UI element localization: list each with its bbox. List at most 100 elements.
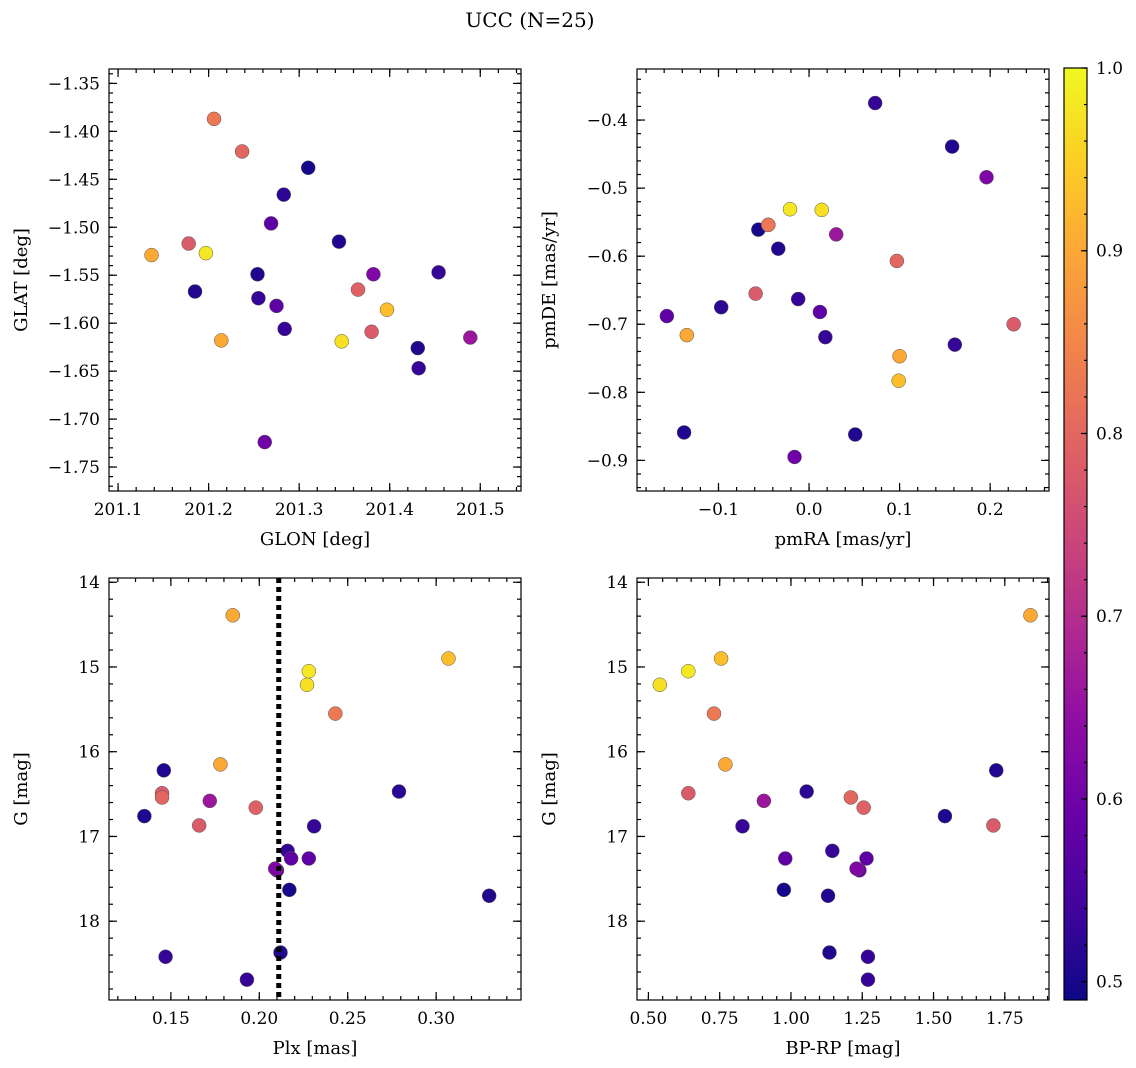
x-tick-label: 0.50 xyxy=(629,1009,667,1029)
data-point xyxy=(937,808,953,824)
y-tick-label: −1.50 xyxy=(48,218,100,238)
y-tick-label: −1.60 xyxy=(48,314,100,334)
data-point xyxy=(391,784,407,799)
data-point xyxy=(267,861,283,876)
data-point xyxy=(843,790,859,805)
y-tick-label: 18 xyxy=(78,912,100,932)
points xyxy=(652,608,1038,987)
data-point xyxy=(735,819,750,834)
y-tick-label: 16 xyxy=(606,743,628,763)
data-point xyxy=(787,449,802,465)
data-point xyxy=(187,284,203,299)
x-tick-label: 0.30 xyxy=(417,1009,455,1029)
data-point xyxy=(251,290,266,306)
data-point xyxy=(778,851,793,866)
y-tick-label: −0.7 xyxy=(587,315,628,335)
x-tick-label: −0.1 xyxy=(698,500,739,520)
x-axis-label: GLON [deg] xyxy=(260,529,370,550)
data-point xyxy=(137,808,152,824)
data-point xyxy=(379,302,395,317)
data-point xyxy=(679,327,695,343)
x-tick-label: 1.00 xyxy=(772,1009,810,1029)
x-tick-label: 0.2 xyxy=(977,500,1004,520)
data-point xyxy=(411,360,426,376)
data-point xyxy=(282,882,297,898)
data-point xyxy=(822,945,837,960)
data-point xyxy=(441,651,456,666)
colorbar-tick-label: 1.0 xyxy=(1096,59,1123,79)
data-point xyxy=(154,790,170,805)
data-point xyxy=(306,819,322,834)
data-point xyxy=(364,324,379,340)
x-tick-label: 1.75 xyxy=(986,1009,1024,1029)
data-point xyxy=(158,949,173,965)
panel-2: −0.1 0.0 0.1 0.2 −0.4 −0.5 −0.6 −0.7 −0.8 −0.9 pmR… xyxy=(539,68,1050,550)
data-point xyxy=(239,972,255,987)
data-point xyxy=(156,763,172,778)
data-point xyxy=(979,169,994,185)
x-tick-label: 201.2 xyxy=(184,500,233,520)
data-point xyxy=(198,245,214,261)
colorbar-tick-label: 0.7 xyxy=(1096,607,1123,627)
x-tick-label: 0.75 xyxy=(701,1009,739,1029)
x-axis-label: pmRA [mas/yr] xyxy=(775,529,912,550)
panel-3: 0.15 0.20 0.25 0.30 14 15 16 17 18 Plx [mas] G [ma… xyxy=(11,573,522,1059)
data-point xyxy=(859,851,874,866)
plot-frame xyxy=(636,577,1050,1001)
data-point xyxy=(713,651,729,666)
data-point xyxy=(818,329,833,345)
data-point xyxy=(761,217,776,233)
points xyxy=(137,608,497,987)
data-point xyxy=(481,888,497,904)
data-point xyxy=(814,202,829,218)
y-tick-label: −0.5 xyxy=(587,179,628,199)
y-tick-label: 17 xyxy=(606,827,628,847)
y-tick-label: −1.55 xyxy=(48,266,100,286)
colorbar-gradient xyxy=(1064,68,1087,1000)
data-point xyxy=(889,253,905,269)
data-point xyxy=(986,818,1001,833)
y-tick-label: −0.4 xyxy=(587,111,628,131)
colorbar-frame xyxy=(1063,67,1088,1001)
panel-1: 201.1 201.2 201.3 201.4 201.5 −1.35 −1.40 −1.45… xyxy=(11,68,522,550)
x-tick-label: 0.0 xyxy=(796,500,823,520)
data-point xyxy=(1023,608,1038,623)
data-point xyxy=(144,247,159,263)
data-point xyxy=(1006,316,1021,332)
data-point xyxy=(410,340,426,356)
y-tick-label: 15 xyxy=(606,658,628,678)
plot-frame xyxy=(108,577,522,1001)
data-point xyxy=(799,784,814,799)
colorbar: 0.5 0.6 0.7 0.8 0.9 1.0 xyxy=(1063,59,1123,1001)
x-tick-label: 0.15 xyxy=(152,1009,190,1029)
data-point xyxy=(300,160,316,176)
data-point xyxy=(891,373,906,388)
y-tick-label: 17 xyxy=(78,827,100,847)
y-tick-label: 14 xyxy=(78,573,100,593)
x-tick-label: 0.1 xyxy=(886,500,913,520)
y-tick-label: −0.6 xyxy=(587,247,628,267)
data-point xyxy=(225,608,241,623)
data-point xyxy=(820,888,836,904)
data-point xyxy=(713,299,729,315)
colorbar-tick-label: 0.9 xyxy=(1096,242,1123,262)
data-point xyxy=(299,677,315,693)
data-point xyxy=(782,201,798,217)
data-point xyxy=(652,677,668,693)
data-point xyxy=(234,144,250,159)
x-tick-label: 0.25 xyxy=(329,1009,367,1029)
data-point xyxy=(771,241,786,256)
data-point xyxy=(366,266,381,282)
data-point xyxy=(776,882,792,898)
data-point xyxy=(283,851,299,866)
data-point xyxy=(944,139,960,154)
panels: 201.1 201.2 201.3 201.4 201.5 −1.35 −1.40 −1.45… xyxy=(11,68,1050,1059)
data-point xyxy=(301,663,317,679)
data-point xyxy=(828,227,844,242)
y-tick-label: −1.75 xyxy=(48,458,100,478)
data-point xyxy=(257,434,272,450)
data-point xyxy=(860,972,876,987)
plot-frame xyxy=(108,68,522,492)
y-tick-label: −1.70 xyxy=(48,410,100,430)
data-point xyxy=(718,757,733,772)
